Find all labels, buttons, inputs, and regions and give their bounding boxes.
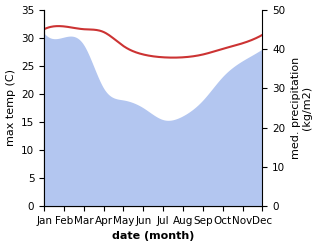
- Y-axis label: max temp (C): max temp (C): [5, 69, 16, 146]
- Y-axis label: med. precipitation
(kg/m2): med. precipitation (kg/m2): [291, 57, 313, 159]
- X-axis label: date (month): date (month): [112, 231, 194, 242]
